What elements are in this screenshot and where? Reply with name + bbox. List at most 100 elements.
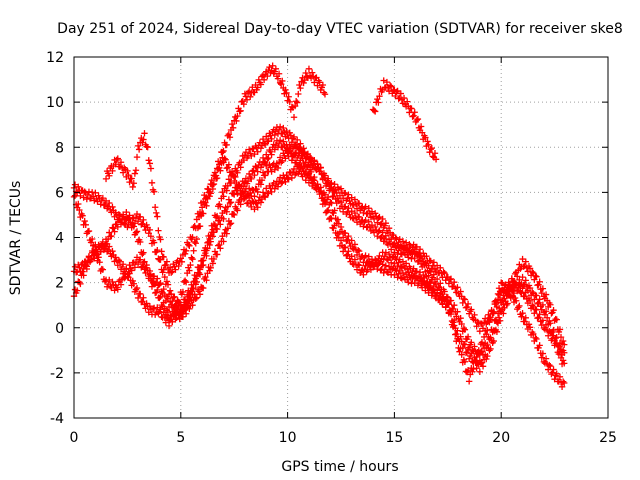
- data-point: [342, 203, 349, 210]
- data-point: [353, 266, 361, 273]
- data-point: [276, 137, 284, 144]
- data-point: [404, 98, 411, 105]
- data-point: [550, 307, 557, 314]
- data-point: [88, 235, 96, 243]
- data-point: [277, 179, 285, 187]
- data-point: [120, 275, 128, 282]
- axis-ticks: 0 5 10 15 20 25 -4 -2 0 2 4 6 8 10 12: [46, 50, 617, 446]
- data-point: [220, 193, 227, 200]
- data-point: [75, 200, 82, 208]
- data-point: [193, 273, 201, 280]
- data-point: [447, 275, 455, 283]
- data-point: [123, 208, 130, 216]
- data-point: [234, 207, 241, 214]
- data-point: [496, 288, 504, 295]
- data-point: [143, 221, 150, 229]
- data-point: [283, 127, 290, 135]
- y-tick-label: 6: [55, 185, 64, 201]
- data-point: [101, 201, 109, 208]
- data-point: [279, 157, 286, 165]
- data-point: [232, 173, 239, 181]
- data-point: [164, 295, 172, 302]
- data-point: [212, 214, 220, 221]
- data-point: [178, 258, 186, 266]
- data-point: [396, 256, 403, 263]
- data-point: [200, 284, 207, 292]
- data-point: [147, 233, 155, 240]
- data-point: [496, 296, 504, 303]
- data-point: [375, 99, 382, 106]
- data-point: [248, 152, 255, 160]
- data-point: [92, 189, 99, 197]
- data-point: [257, 181, 265, 188]
- data-point: [422, 134, 429, 141]
- data-point: [479, 341, 487, 349]
- data-point: [474, 318, 481, 326]
- data-point: [330, 225, 337, 232]
- data-point: [137, 290, 144, 298]
- data-point: [226, 199, 234, 207]
- data-point: [258, 73, 266, 80]
- data-point: [525, 321, 533, 328]
- data-point: [425, 141, 432, 148]
- data-point: [102, 175, 110, 183]
- data-point: [365, 253, 372, 260]
- data-point: [109, 278, 116, 286]
- data-point: [95, 254, 102, 261]
- data-point: [414, 115, 422, 123]
- data-point: [411, 248, 418, 255]
- data-point: [119, 261, 127, 268]
- data-point: [79, 212, 86, 219]
- data-point: [532, 334, 539, 341]
- data-point: [559, 378, 567, 385]
- data-point: [248, 175, 255, 183]
- data-point: [464, 333, 472, 340]
- data-point: [241, 90, 249, 97]
- data-point: [303, 164, 311, 171]
- data-point: [375, 214, 382, 222]
- data-point: [321, 91, 329, 98]
- x-tick-label: 20: [492, 430, 510, 446]
- data-point: [217, 245, 224, 252]
- data-point: [553, 316, 560, 323]
- data-point: [337, 185, 345, 192]
- data-point: [348, 237, 355, 244]
- data-point: [157, 236, 164, 243]
- data-point: [157, 279, 164, 287]
- data-point: [328, 199, 335, 207]
- data-point: [189, 302, 196, 309]
- data-point: [331, 207, 338, 214]
- data-point: [493, 318, 501, 326]
- data-point: [465, 378, 473, 385]
- data-point: [160, 266, 167, 273]
- data-point: [300, 159, 307, 167]
- data-point: [519, 309, 526, 317]
- data-point: [379, 215, 386, 223]
- data-point: [518, 313, 525, 320]
- data-point: [490, 308, 497, 315]
- data-point: [533, 306, 540, 314]
- data-point: [240, 100, 248, 108]
- data-point: [106, 229, 113, 236]
- data-point: [531, 310, 538, 317]
- data-point: [345, 204, 352, 212]
- data-point: [274, 183, 282, 190]
- data-point: [227, 179, 235, 187]
- data-point: [451, 278, 458, 286]
- data-point: [396, 267, 403, 275]
- data-point: [90, 193, 97, 200]
- series-trace-e: [102, 62, 440, 276]
- data-point: [500, 310, 507, 317]
- data-point: [430, 271, 438, 278]
- y-tick-label: 0: [55, 321, 64, 337]
- data-point: [271, 185, 278, 192]
- data-point: [498, 279, 505, 286]
- data-point: [464, 366, 472, 374]
- data-point: [117, 220, 125, 228]
- data-point: [451, 316, 458, 324]
- data-point: [290, 133, 298, 141]
- data-point: [243, 192, 251, 199]
- data-point: [119, 270, 127, 277]
- data-point: [512, 297, 520, 304]
- data-point: [220, 215, 227, 223]
